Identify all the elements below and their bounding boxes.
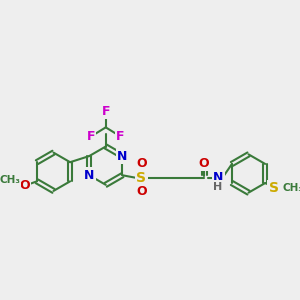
Text: O: O: [136, 158, 147, 170]
Text: F: F: [87, 130, 95, 142]
Text: F: F: [116, 130, 125, 142]
Text: O: O: [199, 157, 209, 169]
Text: H: H: [213, 182, 223, 192]
Text: N: N: [213, 171, 223, 184]
Text: O: O: [136, 185, 147, 198]
Text: O: O: [20, 179, 30, 192]
Text: N: N: [117, 150, 128, 163]
Text: S: S: [269, 181, 279, 195]
Text: S: S: [136, 171, 146, 185]
Text: N: N: [84, 169, 94, 182]
Text: CH₃: CH₃: [0, 176, 20, 185]
Text: CH₃: CH₃: [283, 183, 300, 193]
Text: F: F: [101, 105, 110, 118]
